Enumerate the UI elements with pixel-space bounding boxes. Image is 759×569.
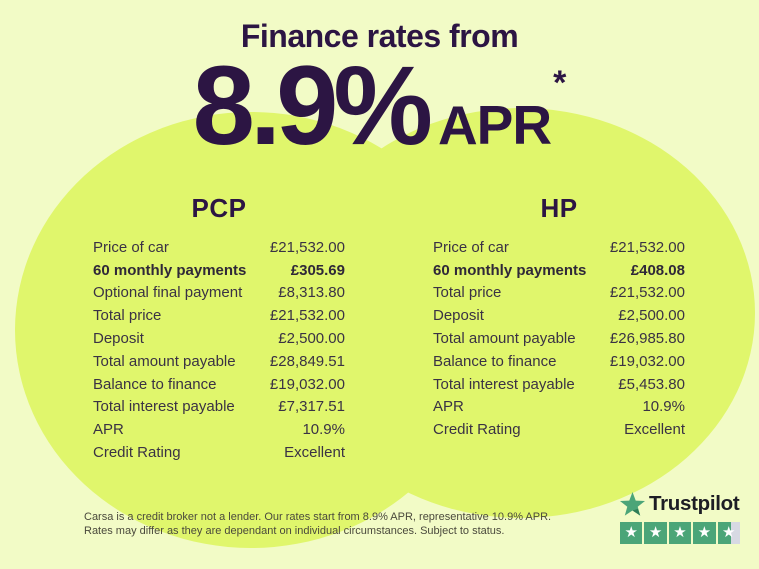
pcp-column: PCP Price of car £21,532.00 60 monthly pay… xyxy=(93,190,345,464)
row-value: £7,317.51 xyxy=(278,398,345,416)
row-label: Deposit xyxy=(93,330,144,348)
row-label: APR xyxy=(433,398,464,416)
row-value: £19,032.00 xyxy=(609,352,685,370)
pcp-row: Total interest payable £7,317.51 xyxy=(93,396,345,419)
row-value: Excellent xyxy=(624,421,685,439)
pcp-row: Balance to finance £19,032.00 xyxy=(93,373,345,396)
trustpilot-logo: Trustpilot xyxy=(620,492,740,516)
row-label: Balance to finance xyxy=(433,352,557,370)
hp-row: APR 10.9% xyxy=(433,396,685,419)
rate-asterisk: * xyxy=(553,64,567,102)
row-label: Deposit xyxy=(433,307,484,325)
row-value: £28,849.51 xyxy=(269,352,345,370)
hp-row: Credit Rating Excellent xyxy=(433,418,685,441)
rating-star-icon: ★ xyxy=(693,522,716,545)
pcp-row: 60 monthly payments £305.69 xyxy=(93,259,345,282)
rating-star-icon: ★ xyxy=(644,522,667,545)
row-label: Total interest payable xyxy=(93,398,235,416)
rating-star-icon: ★ xyxy=(717,522,740,545)
trustpilot-brand-name: Trustpilot xyxy=(649,492,740,515)
hp-row: Deposit £2,500.00 xyxy=(433,304,685,327)
hp-row: 60 monthly payments £408.08 xyxy=(433,259,685,282)
row-value: £2,500.00 xyxy=(618,307,685,325)
hp-row: Total amount payable £26,985.80 xyxy=(433,327,685,350)
rate-unit-label: APR xyxy=(437,94,552,156)
pcp-row: Deposit £2,500.00 xyxy=(93,327,345,350)
disclaimer-text: Carsa is a credit broker not a lender. O… xyxy=(84,511,584,538)
pcp-row: APR 10.9% xyxy=(93,418,345,441)
trustpilot-rating-stars: ★ ★ ★ ★ ★ xyxy=(620,522,740,545)
pcp-row: Total price £21,532.00 xyxy=(93,304,345,327)
row-value: £21,532.00 xyxy=(609,238,685,256)
headline-rate: 8.9% APR * xyxy=(0,50,759,162)
row-label: 60 monthly payments xyxy=(93,261,247,279)
hp-row: Total price £21,532.00 xyxy=(433,282,685,305)
pcp-heading: PCP xyxy=(191,193,247,223)
row-value: £21,532.00 xyxy=(269,307,345,325)
rating-star-icon: ★ xyxy=(668,522,692,545)
pcp-row: Credit Rating Excellent xyxy=(93,441,345,464)
trustpilot-badge[interactable]: Trustpilot ★ ★ ★ ★ ★ xyxy=(620,492,740,545)
row-label: Optional final payment xyxy=(93,284,243,302)
row-value: £8,313.80 xyxy=(278,284,345,302)
row-label: Credit Rating xyxy=(433,421,521,439)
background-blob-right xyxy=(287,108,755,518)
row-value: £305.69 xyxy=(290,261,345,279)
hp-row: Total interest payable £5,453.80 xyxy=(433,373,685,396)
row-value: £21,532.00 xyxy=(609,284,685,302)
pcp-finance-table: Price of car £21,532.00 60 monthly payment… xyxy=(93,236,345,464)
hp-row: Balance to finance £19,032.00 xyxy=(433,350,685,373)
row-label: Credit Rating xyxy=(93,444,181,462)
row-value: £5,453.80 xyxy=(618,375,685,393)
rating-star-icon: ★ xyxy=(620,522,643,545)
row-label: Price of car xyxy=(93,238,169,256)
row-label: Total interest payable xyxy=(433,375,575,393)
hp-column: HP Price of car £21,532.00 60 monthly paym… xyxy=(433,190,685,441)
disclaimer-line-1: Carsa is a credit broker not a lender. O… xyxy=(84,511,552,523)
row-value: £2,500.00 xyxy=(278,330,345,348)
row-label: Balance to finance xyxy=(93,375,217,393)
row-value: £408.08 xyxy=(630,261,685,279)
banner-title: Finance rates from xyxy=(240,18,519,54)
row-label: Total amount payable xyxy=(93,352,236,370)
hp-finance-table: Price of car £21,532.00 60 monthly payment… xyxy=(433,236,685,441)
trustpilot-star-icon xyxy=(620,492,645,516)
row-label: Total price xyxy=(93,307,162,325)
row-value: 10.9% xyxy=(302,421,345,439)
row-value: Excellent xyxy=(284,444,345,462)
row-label: 60 monthly payments xyxy=(433,261,587,279)
pcp-row: Optional final payment £8,313.80 xyxy=(93,282,345,305)
hp-heading: HP xyxy=(540,193,578,223)
row-label: Total price xyxy=(433,284,502,302)
row-label: Price of car xyxy=(433,238,509,256)
row-value: £19,032.00 xyxy=(269,375,345,393)
pcp-row: Price of car £21,532.00 xyxy=(93,236,345,259)
row-label: Total amount payable xyxy=(433,330,576,348)
row-value: 10.9% xyxy=(642,398,685,416)
rate-value: 8.9% xyxy=(192,43,433,168)
hp-row: Price of car £21,532.00 xyxy=(433,236,685,259)
row-value: £21,532.00 xyxy=(269,238,345,256)
row-value: £26,985.80 xyxy=(609,330,685,348)
row-label: APR xyxy=(93,421,124,439)
disclaimer-line-2: Rates may differ as they are dependant o… xyxy=(84,524,505,537)
pcp-row: Total amount payable £28,849.51 xyxy=(93,350,345,373)
